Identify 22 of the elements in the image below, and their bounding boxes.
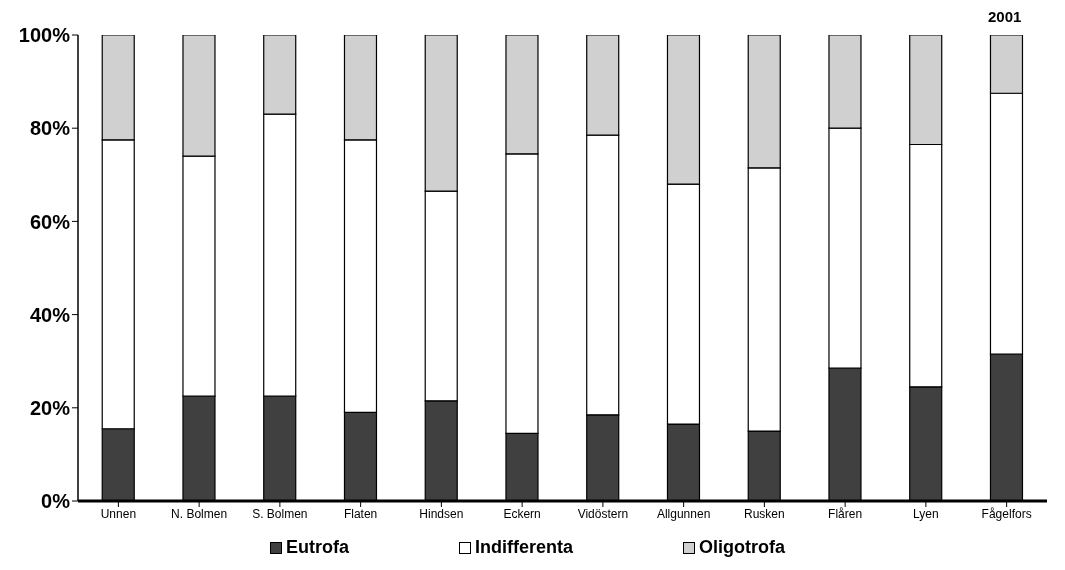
legend-label: Oligotrofa [699, 537, 785, 558]
x-tick-label: Flåren [828, 506, 863, 521]
x-tick-label: Vidöstern [577, 506, 629, 521]
y-tick-label: 40% [29, 303, 71, 326]
x-tick-label: Eckern [503, 506, 541, 521]
x-tick-label: Hindsen [419, 506, 464, 521]
x-tick-label: Lyen [913, 506, 939, 521]
x-tick-label: Rusken [744, 506, 785, 521]
y-tick-label: 100% [18, 24, 71, 47]
x-tick-label: S. Bolmen [252, 506, 308, 521]
y-tick-label: 20% [29, 396, 71, 419]
y-tick-label: 80% [29, 117, 71, 140]
legend-label: Eutrofa [285, 537, 349, 558]
x-tick-label: Unnen [100, 506, 137, 521]
x-tick-label: N. Bolmen [171, 506, 228, 521]
chart-title: 2001 [988, 8, 1022, 25]
y-tick-label: 60% [29, 210, 71, 233]
x-tick-label: Allgunnen [656, 506, 711, 521]
x-tick-label: Fågelfors [981, 506, 1032, 521]
legend-label: Indifferenta [474, 537, 573, 558]
y-tick-label: 0% [41, 490, 71, 513]
x-tick-label: Flaten [343, 506, 378, 521]
